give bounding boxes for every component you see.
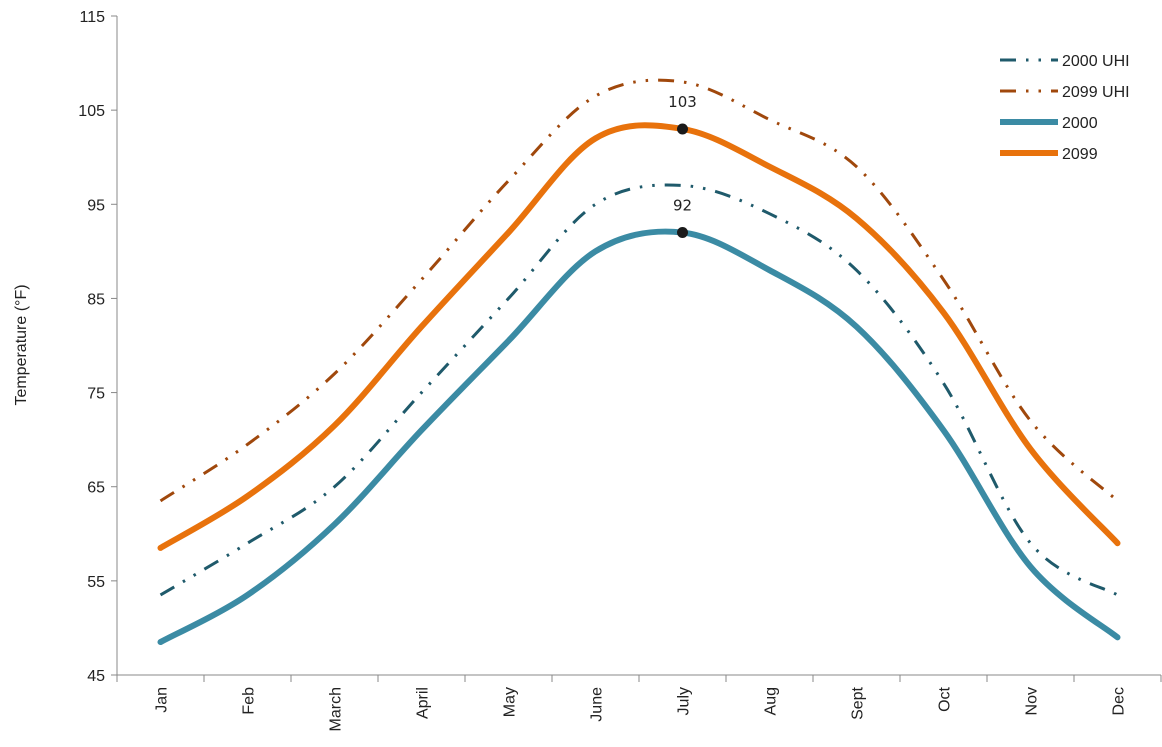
legend: 2000 UHI 2099 UHI 2000 2099 [1000, 53, 1130, 163]
series-line-2099 [157, 122, 1121, 551]
legend-label: 2000 UHI [1062, 53, 1130, 70]
data-label: 103 [668, 93, 697, 111]
annotations: 103 92 [668, 93, 697, 239]
series-line-2099-uhi [159, 78, 1119, 503]
x-tick-label: Dec [1111, 687, 1128, 715]
data-point-marker [677, 227, 688, 239]
y-tick-label: 95 [87, 197, 105, 214]
legend-label: 2099 UHI [1062, 84, 1130, 101]
x-tick-label: Nov [1024, 687, 1041, 715]
x-tick-label: Oct [937, 686, 954, 711]
series-lines [157, 78, 1121, 646]
x-tick-label: April [415, 687, 432, 719]
x-tick-label: Sept [850, 686, 867, 719]
data-label: 92 [673, 197, 692, 215]
y-tick-label: 115 [79, 9, 105, 26]
y-tick-label: 65 [87, 480, 105, 497]
x-tick-label: Aug [763, 687, 780, 715]
series-line-2000 [157, 228, 1121, 646]
x-tick-label: Feb [241, 687, 258, 715]
y-tick-label: 105 [78, 103, 105, 120]
x-tick-label: March [328, 687, 345, 731]
x-tick-label: June [589, 687, 606, 722]
series-line-2000-uhi [159, 183, 1119, 597]
y-tick-label: 55 [87, 574, 105, 591]
x-tick-label: May [502, 687, 519, 717]
y-tick-label: 85 [87, 291, 105, 308]
axes: 45 55 65 75 85 95 105 115 Jan Feb March April May Jun… [78, 9, 1162, 731]
x-tick-label: Jan [154, 687, 171, 713]
x-tick-label: July [676, 687, 693, 715]
y-tick-label: 75 [87, 386, 105, 403]
legend-label: 2000 [1062, 115, 1098, 132]
data-point-marker [677, 123, 688, 135]
legend-label: 2099 [1062, 146, 1098, 163]
y-axis-title: Temperature (°F) [13, 284, 30, 405]
y-tick-label: 45 [87, 668, 105, 685]
